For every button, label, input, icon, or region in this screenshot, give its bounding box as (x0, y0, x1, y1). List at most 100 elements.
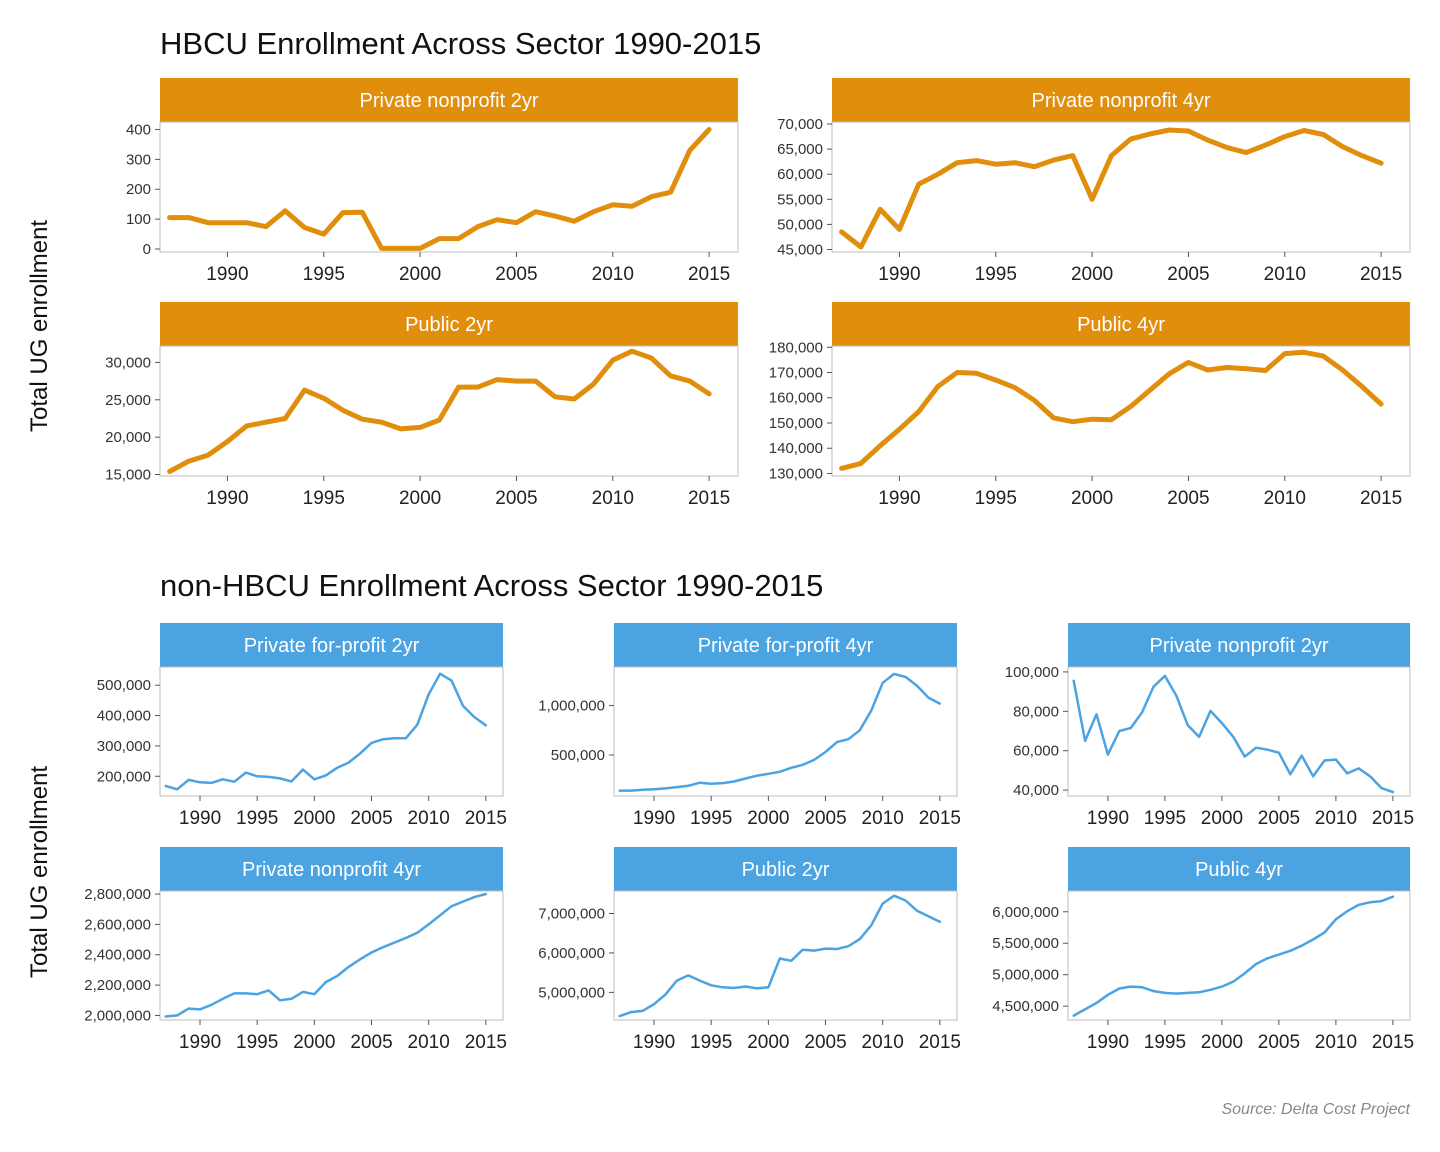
panel-border (159, 890, 504, 1021)
y-tick-label: 5,500,000 (992, 935, 1059, 952)
x-tick-label: 2010 (408, 1032, 450, 1053)
y-tick-label: 50,000 (777, 216, 823, 233)
facet-title: Private nonprofit 4yr (1032, 90, 1211, 112)
y-tick-label: 130,000 (769, 465, 823, 482)
panel-border (159, 121, 739, 253)
y-tick-label: 55,000 (777, 191, 823, 208)
y-tick-label: 200,000 (97, 768, 151, 785)
y-tick-label: 5,000,000 (538, 984, 605, 1001)
x-tick-label: 2010 (1264, 488, 1306, 509)
facet-strip (160, 302, 738, 346)
y-tick-label: 170,000 (769, 365, 823, 382)
facet-title: Public 4yr (1077, 314, 1165, 336)
x-tick-label: 1990 (633, 808, 675, 829)
y-tick-label: 25,000 (105, 392, 151, 409)
panel-border (1067, 890, 1411, 1021)
facet-strip (160, 847, 503, 891)
y-tick-label: 300 (126, 151, 151, 168)
y-tick-label: 7,000,000 (538, 905, 605, 922)
x-tick-label: 2015 (919, 1032, 961, 1053)
facet-strip (832, 78, 1410, 122)
y-tick-label: 2,000,000 (84, 1007, 151, 1024)
series-line (839, 349, 1384, 471)
x-tick-label: 2010 (1264, 264, 1306, 285)
y-tick-label: 2,600,000 (84, 916, 151, 933)
facet-title: Public 4yr (1195, 859, 1283, 881)
x-tick-label: 2000 (747, 1032, 789, 1053)
y-tick-label: 1,000,000 (538, 698, 605, 715)
x-tick-label: 2000 (747, 808, 789, 829)
x-tick-label: 1990 (633, 1032, 675, 1053)
x-tick-label: 2005 (1167, 264, 1209, 285)
x-tick-label: 2015 (465, 1032, 507, 1053)
x-tick-label: 2005 (1258, 808, 1300, 829)
y-tick-label: 6,000,000 (992, 904, 1059, 921)
y-tick-label: 400,000 (97, 708, 151, 725)
facet-strip (1068, 847, 1410, 891)
x-tick-label: 2010 (1315, 808, 1357, 829)
series-line (618, 894, 942, 1018)
x-tick-label: 2000 (1201, 1032, 1243, 1053)
x-tick-label: 1995 (303, 264, 345, 285)
x-tick-label: 2005 (1167, 488, 1209, 509)
x-tick-label: 2015 (919, 808, 961, 829)
panel-border (159, 345, 739, 477)
facet-strip (1068, 623, 1410, 667)
x-tick-label: 2005 (495, 488, 537, 509)
x-tick-label: 2000 (1071, 488, 1113, 509)
y-tick-label: 400 (126, 121, 151, 138)
y-tick-label: 500,000 (97, 677, 151, 694)
x-tick-label: 2005 (1258, 1032, 1300, 1053)
x-tick-label: 2010 (408, 808, 450, 829)
x-tick-label: 1995 (303, 488, 345, 509)
x-tick-label: 2010 (862, 808, 904, 829)
series-line (164, 672, 488, 791)
x-tick-label: 2010 (592, 264, 634, 285)
x-tick-label: 1995 (690, 808, 732, 829)
x-tick-label: 2000 (1071, 264, 1113, 285)
series-line (167, 127, 712, 251)
facet-title: Private nonprofit 4yr (242, 859, 421, 881)
y-tick-label: 40,000 (1013, 782, 1059, 799)
x-tick-label: 2000 (1201, 808, 1243, 829)
x-tick-label: 2010 (592, 488, 634, 509)
x-tick-label: 2005 (804, 1032, 846, 1053)
hbcu-section-title: HBCU Enrollment Across Sector 1990-2015 (160, 26, 762, 61)
facet-title: Private for-profit 2yr (244, 635, 420, 657)
x-tick-label: 2015 (1360, 488, 1402, 509)
x-tick-label: 1995 (690, 1032, 732, 1053)
x-tick-label: 2005 (495, 264, 537, 285)
y-tick-label: 100,000 (1005, 664, 1059, 681)
y-tick-label: 45,000 (777, 241, 823, 258)
panel-border (159, 666, 504, 797)
y-tick-label: 180,000 (769, 339, 823, 356)
y-tick-label: 2,200,000 (84, 977, 151, 994)
facet-title: Public 2yr (742, 859, 830, 881)
x-tick-label: 2015 (1360, 264, 1402, 285)
y-tick-label: 2,800,000 (84, 886, 151, 903)
panel-border (613, 666, 958, 797)
y-tick-label: 65,000 (777, 141, 823, 158)
panel-border (831, 121, 1411, 253)
facet-strip (614, 623, 957, 667)
panel-border (831, 345, 1411, 477)
non-hbcu-section-title: non-HBCU Enrollment Across Sector 1990-2… (160, 568, 824, 603)
y-tick-label: 150,000 (769, 415, 823, 432)
y-tick-label: 200 (126, 181, 151, 198)
x-tick-label: 1990 (179, 1032, 221, 1053)
x-tick-label: 2010 (862, 1032, 904, 1053)
panel-border (1067, 666, 1411, 797)
x-tick-label: 2005 (350, 808, 392, 829)
x-tick-label: 1990 (878, 488, 920, 509)
y-tick-label: 2,400,000 (84, 947, 151, 964)
facet-strip (832, 302, 1410, 346)
y-tick-label: 160,000 (769, 390, 823, 407)
series-line (167, 348, 712, 474)
y-tick-label: 0 (143, 241, 151, 258)
y-tick-label: 6,000,000 (538, 945, 605, 962)
y-tick-label: 140,000 (769, 440, 823, 457)
y-tick-label: 100 (126, 211, 151, 228)
x-tick-label: 2015 (688, 264, 730, 285)
x-tick-label: 2005 (804, 808, 846, 829)
